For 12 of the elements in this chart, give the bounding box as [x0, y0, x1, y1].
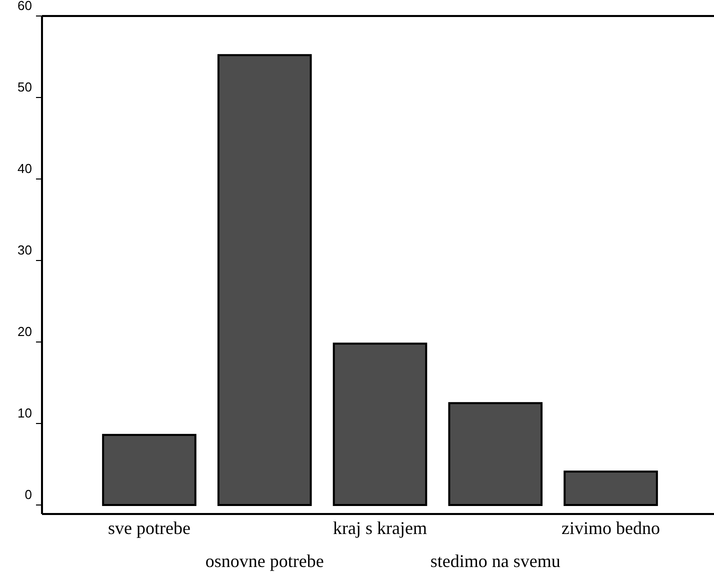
- x-tick-label: osnovne potrebe: [205, 551, 324, 571]
- y-tick-label: 0: [24, 487, 32, 502]
- y-tick-label: 20: [18, 324, 32, 339]
- y-tick-label: 10: [18, 406, 32, 420]
- x-tick-label: kraj s krajem: [333, 518, 427, 538]
- y-tick-label: 30: [18, 242, 32, 258]
- x-tick-label: zivimo bedno: [562, 518, 660, 538]
- y-tick-label: 60: [18, 0, 32, 13]
- y-tick-label: 50: [18, 80, 32, 94]
- x-tick-label: stedimo na svemu: [430, 551, 560, 571]
- y-tick-label: 40: [18, 161, 32, 176]
- x-tick-label: sve potrebe: [108, 518, 190, 538]
